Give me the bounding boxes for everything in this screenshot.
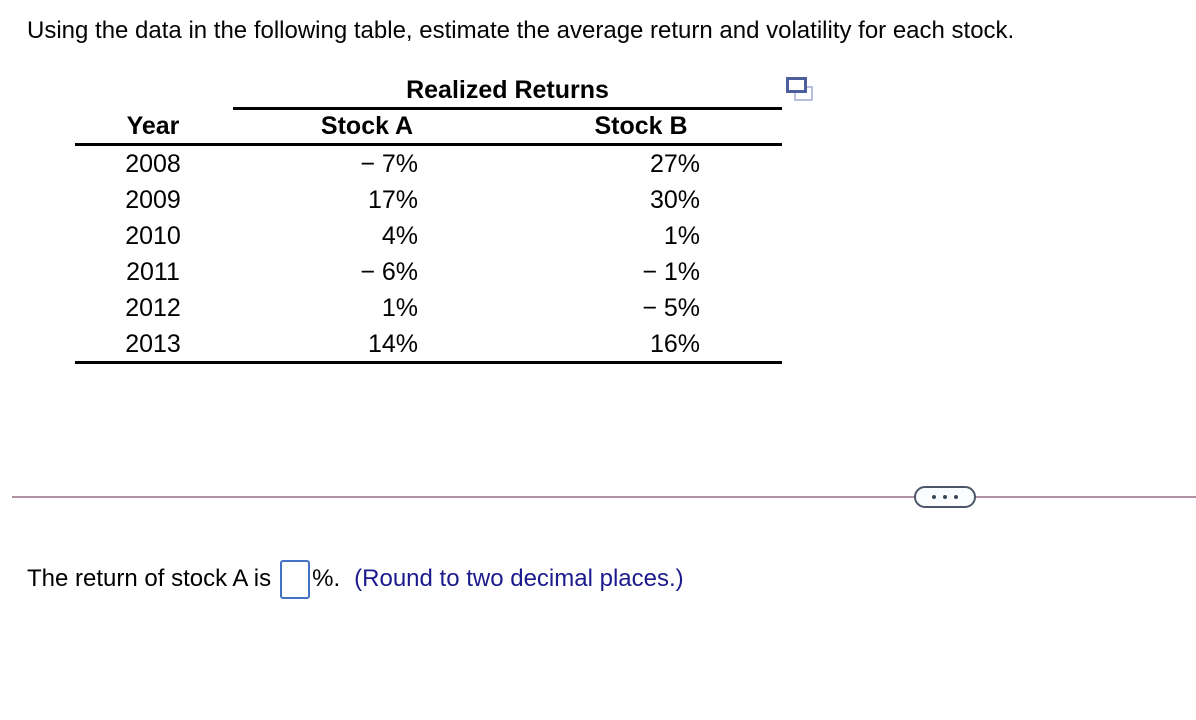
cell-stock-a: 1%: [381, 294, 418, 322]
cell-stock-a: − 6%: [360, 258, 418, 286]
cell-year: 2012: [125, 294, 181, 322]
answer-prefix-text: The return of stock A is: [27, 565, 272, 592]
cell-stock-b: 16%: [649, 330, 700, 358]
table-caption: Realized Returns: [406, 76, 609, 104]
column-header-year: Year: [126, 112, 180, 140]
table-row: 2013 14% 16%: [75, 326, 782, 362]
table-rows: 2008 − 7% 27% 2009 17% 30% 2010 4% 1% 2011 − 6% − 1…: [75, 146, 782, 362]
cell-stock-a: 14%: [367, 330, 418, 358]
column-header-stock-b: Stock B: [594, 112, 688, 140]
answer-line: The return of stock A is %. (Round to tw…: [27, 558, 684, 600]
cell-year: 2010: [125, 222, 181, 250]
cell-stock-b: − 1%: [642, 258, 700, 286]
table-row: 2010 4% 1%: [75, 218, 782, 254]
column-header-stock-a: Stock A: [320, 112, 414, 140]
cell-stock-a: 4%: [381, 222, 418, 250]
header-underline: [75, 143, 782, 146]
cell-stock-b: − 5%: [642, 294, 700, 322]
more-options-button[interactable]: [914, 486, 976, 508]
cell-stock-b: 30%: [649, 186, 700, 214]
answer-suffix-text: %.: [312, 565, 341, 592]
caption-underline: [233, 107, 782, 110]
section-divider: [12, 496, 1196, 498]
cell-stock-a: − 7%: [360, 150, 418, 178]
ellipsis-icon: [932, 495, 936, 499]
question-instruction: Using the data in the following table, e…: [27, 17, 1015, 44]
table-bottom-rule: [75, 361, 782, 364]
copy-table-button[interactable]: [786, 77, 814, 103]
cell-stock-b: 1%: [663, 222, 700, 250]
cell-year: 2008: [125, 150, 181, 178]
answer-input[interactable]: [280, 559, 311, 599]
table-row: 2011 − 6% − 1%: [75, 254, 782, 290]
cell-stock-b: 27%: [649, 150, 700, 178]
ellipsis-icon: [943, 495, 947, 499]
table-row: 2008 − 7% 27%: [75, 146, 782, 182]
rounding-hint-text: (Round to two decimal places.): [354, 565, 684, 592]
cell-year: 2013: [125, 330, 181, 358]
cell-stock-a: 17%: [367, 186, 418, 214]
ellipsis-icon: [954, 495, 958, 499]
table-row: 2012 1% − 5%: [75, 290, 782, 326]
table-row: 2009 17% 30%: [75, 182, 782, 218]
copy-icon: [786, 77, 807, 93]
cell-year: 2011: [126, 258, 180, 286]
cell-year: 2009: [125, 186, 181, 214]
